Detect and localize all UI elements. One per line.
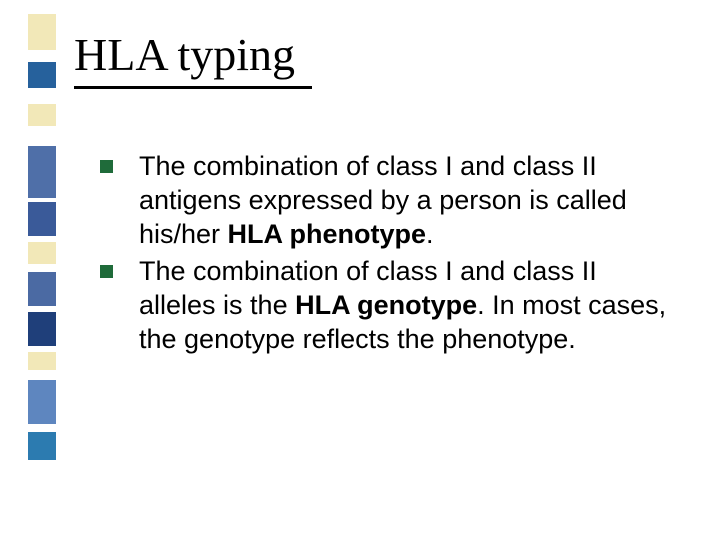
sidebar-block: [28, 14, 56, 50]
decorative-sidebar: [28, 0, 56, 540]
bullet-text: The combination of class I and class II …: [139, 150, 670, 251]
title-underline: [74, 86, 312, 89]
bullet-square-icon: [100, 160, 113, 173]
sidebar-block: [28, 146, 56, 198]
sidebar-block: [28, 264, 56, 272]
sidebar-block: [28, 370, 56, 380]
sidebar-block: [28, 62, 56, 88]
bullet-square-icon: [100, 265, 113, 278]
sidebar-block: [28, 424, 56, 432]
sidebar-block: [28, 104, 56, 126]
bullet-item: The combination of class I and class II …: [100, 150, 670, 251]
sidebar-block: [28, 242, 56, 264]
sidebar-block: [28, 380, 56, 424]
bullet-text: The combination of class I and class II …: [139, 255, 670, 356]
sidebar-block: [28, 352, 56, 370]
sidebar-block: [28, 202, 56, 236]
sidebar-block: [28, 432, 56, 460]
sidebar-block: [28, 312, 56, 346]
slide-body: The combination of class I and class II …: [100, 150, 670, 361]
sidebar-block: [28, 50, 56, 62]
sidebar-block: [28, 460, 56, 540]
sidebar-block: [28, 0, 56, 14]
sidebar-block: [28, 126, 56, 146]
bullet-item: The combination of class I and class II …: [100, 255, 670, 356]
sidebar-block: [28, 272, 56, 306]
slide-title-row: HLA typing: [74, 28, 295, 81]
sidebar-block: [28, 88, 56, 104]
slide-title: HLA typing: [74, 28, 295, 81]
